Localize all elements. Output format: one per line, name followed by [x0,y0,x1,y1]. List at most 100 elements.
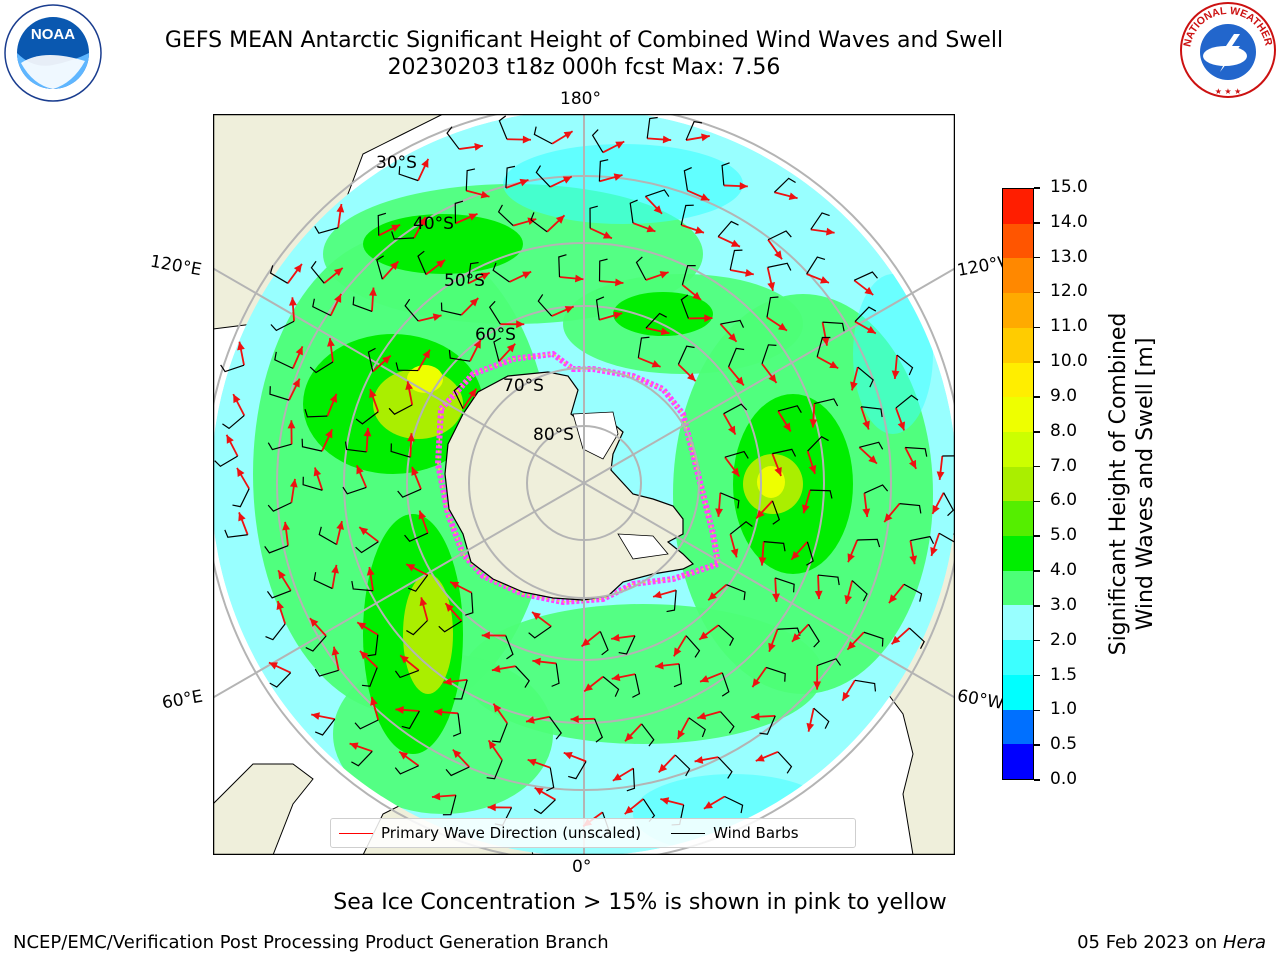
colorbar-segment [1003,189,1033,224]
wind-barb [857,538,881,548]
wind-barb [720,711,735,734]
wave-direction-arrowhead [814,590,823,600]
wind-barb [266,590,292,599]
wind-barb [851,580,868,602]
wave-direction-arrowhead [422,349,430,359]
wind-barb [729,520,753,535]
colorbar-label: Significant Height of Combined Wind Wave… [1106,312,1158,656]
wind-barb [910,535,935,545]
wave-direction-arrowhead [730,239,740,247]
wind-barb [367,634,379,657]
wind-barb [318,526,337,546]
colorbar-tick-mark [1034,779,1040,781]
wave-direction-arrowhead [936,471,945,480]
wave-direction-arrowhead [532,657,541,666]
wave-direction-arrowhead [366,567,375,576]
wind-barb [761,344,777,364]
wind-barb [354,719,379,730]
wave-direction-arrowhead [522,271,532,279]
wind-barb [594,718,604,743]
wind-barb [817,574,840,586]
wind-barb [314,718,336,736]
wind-barb [943,492,955,517]
wind-barb [637,336,650,358]
wave-direction-arrowhead [534,787,544,796]
wave-direction-arrowhead [739,182,748,190]
wave-direction-arrowhead [487,803,496,812]
wind-barb [806,256,826,275]
wave-direction-arrowhead [295,346,303,356]
wind-barb [724,795,744,814]
wind-barb [641,723,655,747]
wind-barb [857,366,874,388]
colorbar-tick-mark [1034,187,1040,189]
wave-direction-arrowhead [659,271,669,279]
colorbar-tick-mark [1034,465,1040,468]
chart-subtitle: 20230203 t18z 000h fcst Max: 7.56 [387,55,781,80]
colorbar-tick-label: 15.0 [1050,177,1088,197]
wave-direction-arrowhead [331,564,339,574]
colorbar-tick-mark [1034,605,1040,607]
wind-barb [454,200,464,224]
wind-barb [465,168,476,191]
wave-direction-arrowhead [611,633,620,642]
colorbar-tick-label: 1.5 [1050,664,1078,685]
wind-barb [505,165,516,188]
colorbar-segment [1003,605,1033,641]
footer-right: 05 Feb 2023 on Hera [1077,932,1266,953]
wind-barb [808,624,820,648]
wave-direction-arrowhead [349,742,359,750]
wave-direction-arrowhead [821,337,830,346]
wave-direction-arrowhead [862,420,870,430]
wind-barb [313,572,333,590]
wind-barb [467,261,479,284]
wave-direction-arrowhead [767,282,775,291]
wind-barb [681,264,696,285]
wave-direction-arrowhead [897,421,906,431]
wave-direction-arrowhead [844,595,852,604]
wave-direction-arrowhead [703,801,713,809]
wind-barb [591,129,604,153]
wave-direction-arrowhead [395,706,404,714]
wave-direction-arrowhead [731,467,740,477]
wind-barb [493,337,502,362]
wave-direction-arrowhead [359,650,369,660]
wind-barb [680,204,694,226]
wind-barb [220,364,245,373]
wind-barb [214,455,238,468]
wave-direction-arrowhead [819,276,829,284]
wave-direction-arrowhead [730,548,739,558]
wind-barb [397,488,422,498]
wind-barb [274,351,294,369]
wave-direction-arrowhead [311,712,320,720]
wind-barb [602,676,620,697]
lon-label-60w: 60°W [955,686,1006,714]
wind-barb [816,658,842,667]
wind-barb [674,754,691,777]
wave-direction-arrowhead [469,298,479,307]
wave-direction-arrowhead [336,203,345,213]
wave-direction-arrowhead [418,216,426,226]
wave-direction-arrowhead [694,756,704,764]
wind-barb [726,584,746,601]
wave-direction-arrowhead [406,564,416,572]
wind-barb [558,254,567,278]
wind-barb [551,663,560,687]
wind-barb [355,541,379,554]
legend-item-wind-barbs: Wind Barbs [671,824,799,842]
wave-direction-arrowhead [653,590,662,599]
wave-direction-arrowhead [237,341,245,351]
wave-direction-arrowhead [715,508,723,517]
wave-direction-arrowhead [809,419,818,428]
wave-direction-arrowhead [570,715,579,724]
colorbar-tick-label: 10.0 [1050,351,1088,372]
wind-barb [854,679,877,692]
colorbar-tick-mark [1034,396,1040,398]
wind-barb [453,679,468,700]
wind-barb [442,795,457,816]
colorbar-segment [1003,293,1033,328]
wave-direction-arrowhead [555,215,565,224]
graticule [213,114,955,855]
wind-barb [497,204,514,227]
wind-barb [777,405,802,414]
